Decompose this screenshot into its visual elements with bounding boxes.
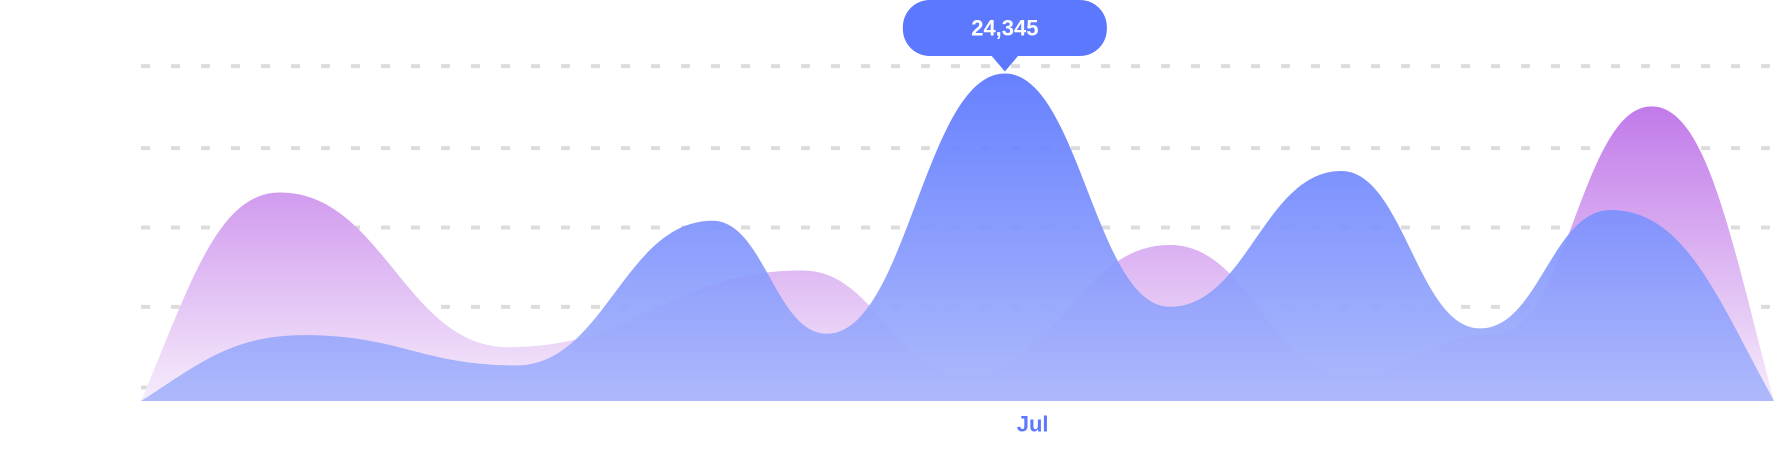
- series-area-blue: [141, 73, 1774, 401]
- x-tick-label: Jul: [1017, 412, 1049, 437]
- x-axis-ticks: Jul: [1017, 412, 1049, 437]
- tooltip-value: 24,345: [971, 16, 1038, 41]
- tooltip-bubble: [902, 0, 1107, 56]
- tooltip-pointer: [990, 55, 1019, 72]
- series-layer: [141, 73, 1774, 402]
- tooltip: 24,345: [902, 0, 1107, 72]
